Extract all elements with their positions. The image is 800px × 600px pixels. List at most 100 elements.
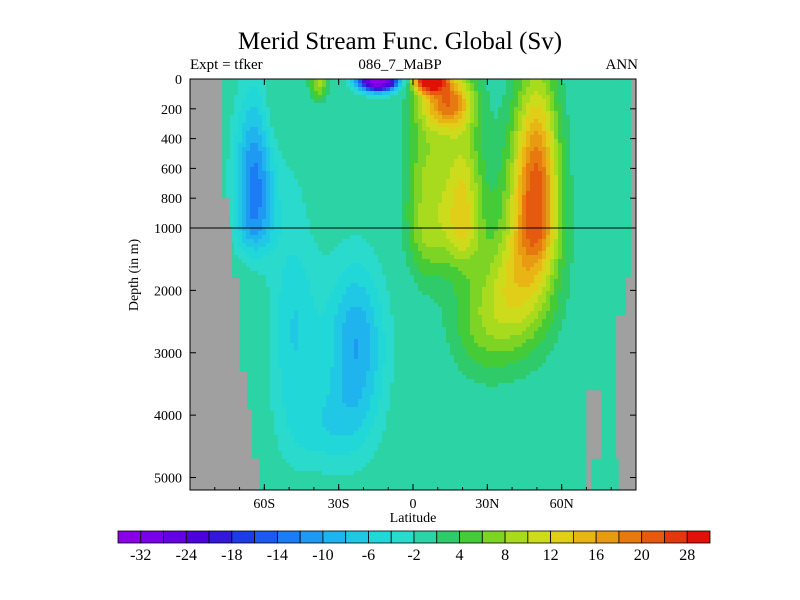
field-cell (558, 163, 563, 168)
field-cell (430, 135, 435, 140)
field-cell (574, 251, 579, 256)
field-cell (626, 163, 631, 168)
field-cell (270, 163, 275, 168)
field-cell (338, 95, 343, 100)
field-cell (406, 195, 411, 200)
field-cell (598, 227, 603, 232)
field-cell (446, 247, 451, 252)
field-cell (570, 219, 575, 224)
field-cell (314, 111, 319, 116)
field-cell (358, 191, 363, 196)
field-cell (610, 159, 615, 164)
field-cell (458, 203, 463, 208)
field-cell (426, 191, 431, 196)
field-cell (294, 251, 299, 256)
field-cell (266, 255, 271, 260)
field-cell (242, 119, 247, 124)
field-cell (554, 155, 559, 160)
field-cell (578, 211, 583, 216)
field-cell (542, 139, 547, 144)
field-cell (274, 103, 279, 108)
field-cell (338, 179, 343, 184)
field-cell (614, 91, 619, 96)
field-cell (374, 251, 379, 256)
field-cell (234, 195, 239, 200)
field-cell (322, 147, 327, 152)
field-cell (362, 179, 367, 184)
field-cell (314, 131, 319, 136)
field-cell (346, 119, 351, 124)
field-cell (490, 139, 495, 144)
field-cell (462, 215, 467, 220)
field-cell (270, 191, 275, 196)
field-cell (534, 123, 539, 128)
field-cell (570, 87, 575, 92)
field-cell (586, 147, 591, 152)
field-cell (526, 239, 531, 244)
field-cell (434, 171, 439, 176)
field-cell (262, 119, 267, 124)
field-cell (578, 199, 583, 204)
field-cell (378, 151, 383, 156)
field-cell (234, 119, 239, 124)
field-cell (326, 211, 331, 216)
field-cell (254, 135, 259, 140)
field-cell (542, 191, 547, 196)
field-cell (470, 83, 475, 88)
field-cell (602, 203, 607, 208)
field-cell (418, 251, 423, 256)
field-cell (602, 199, 607, 204)
field-cell (298, 207, 303, 212)
field-cell (590, 251, 595, 256)
field-cell (294, 239, 299, 244)
field-cell (542, 223, 547, 228)
field-cell (382, 159, 387, 164)
field-cell (410, 151, 415, 156)
field-cell (314, 199, 319, 204)
field-cell (410, 235, 415, 240)
field-cell (322, 95, 327, 100)
field-cell (494, 91, 499, 96)
field-cell (558, 91, 563, 96)
field-cell (502, 211, 507, 216)
field-cell (270, 203, 275, 208)
field-cell (370, 91, 375, 96)
field-cell (338, 115, 343, 120)
field-cell (226, 111, 231, 116)
field-cell (358, 207, 363, 212)
field-cell (562, 151, 567, 156)
field-cell (558, 171, 563, 176)
field-cell (486, 183, 491, 188)
field-cell (286, 187, 291, 192)
field-cell (446, 219, 451, 224)
field-cell (378, 95, 383, 100)
field-cell (442, 87, 447, 92)
field-cell (538, 167, 543, 172)
field-cell (422, 235, 427, 240)
field-cell (254, 115, 259, 120)
field-cell (462, 131, 467, 136)
field-cell (546, 123, 551, 128)
field-cell (410, 115, 415, 120)
field-cell (586, 203, 591, 208)
field-cell (246, 119, 251, 124)
field-cell (610, 243, 615, 248)
field-cell (602, 219, 607, 224)
field-cell (262, 159, 267, 164)
field-cell (610, 187, 615, 192)
field-cell (374, 163, 379, 168)
field-cell (342, 123, 347, 128)
field-cell (286, 183, 291, 188)
field-cell (454, 171, 459, 176)
field-cell (426, 179, 431, 184)
field-cell (370, 235, 375, 240)
field-cell (410, 215, 415, 220)
field-cell (286, 111, 291, 116)
field-cell (586, 231, 591, 236)
field-cell (342, 79, 347, 84)
field-cell (430, 243, 435, 248)
field-cell (506, 99, 511, 104)
field-cell (622, 187, 627, 192)
field-cell (362, 83, 367, 88)
field-cell (518, 155, 523, 160)
